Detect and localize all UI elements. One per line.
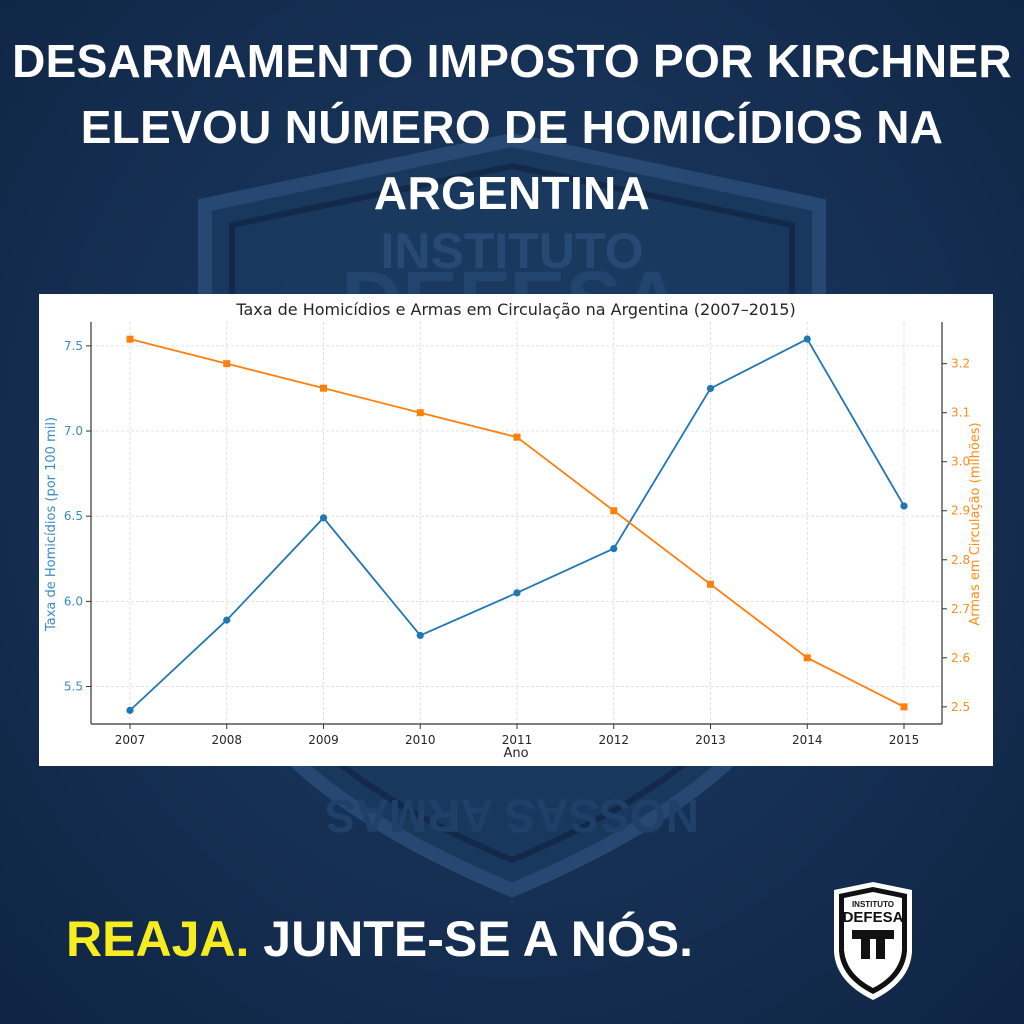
guns-data-point [900,703,908,711]
y-right-tick-label: 2.9 [951,504,970,518]
y-left-tick-label: 7.0 [64,424,83,438]
guns-data-point [126,335,134,343]
x-tick-label: 2012 [598,733,629,747]
homicide-data-point [513,589,521,597]
headline-line-1: DESARMAMENTO IMPOSTO POR KIRCHNER [12,35,1012,87]
y-left-tick-label: 7.5 [64,339,83,353]
y-right-tick-label: 2.7 [951,602,970,616]
cta-text: JUNTE-SE A NÓS. [263,911,693,967]
y-right-tick-label: 3.2 [951,357,970,371]
grid-layer [91,322,942,724]
x-tick-label: 2010 [405,733,436,747]
chart-title: Taxa de Homicídios e Armas em Circulação… [235,300,795,319]
homicide-data-point [223,616,231,624]
homicide-data-point [610,544,618,553]
homicide-guns-chart: 2007 2008 2009 2010 2011 2012 2013 2014 2015 5.5 6… [44,300,983,761]
y-left-tick-label: 6.5 [64,509,83,523]
guns-data-point [416,409,424,417]
x-tick-label: 2015 [889,733,920,747]
call-to-action: REAJA. JUNTE-SE A NÓS. [66,910,693,968]
homicide-data-point [416,631,424,640]
guns-data-point [610,507,618,515]
headline: DESARMAMENTO IMPOSTO POR KIRCHNER ELEVOU… [0,28,1024,226]
homicide-data-point [803,335,811,343]
emblem-top-text: INSTITUTO [381,223,644,279]
cta-accent: REAJA. [66,911,250,967]
y-axis-right-label: Armas em Circulação (milhões) [968,422,983,625]
y-right-tick-label: 2.8 [951,553,970,567]
x-tick-label: 2009 [308,733,339,747]
x-axis-label: Ano [503,746,528,761]
homicide-data-point [319,514,328,522]
axes-layer [86,322,947,729]
guns-data-point [707,580,714,588]
label-layer: 2007 2008 2009 2010 2011 2012 2013 2014 2015 5.5 6… [64,339,970,747]
x-tick-label: 2014 [792,733,823,747]
guns-data-point [223,360,231,368]
y-left-tick-label: 5.5 [64,680,83,694]
x-tick-label: 2008 [211,733,242,747]
chart-card: 2007 2008 2009 2010 2011 2012 2013 2014 2015 5.5 6… [39,294,993,766]
guns-data-point [803,654,811,662]
emblem-bottom-text: NOSSAS ARMAS [325,790,699,842]
y-right-tick-label: 3.0 [951,455,970,469]
headline-line-3: ARGENTINA [373,167,651,219]
y-axis-left-label: Taxa de Homicídios (por 100 mil) [44,417,59,632]
homicide-data-point [900,502,908,510]
y-right-tick-label: 2.6 [951,651,970,665]
y-right-tick-label: 2.5 [951,700,970,714]
guns-data-point [320,384,327,392]
y-right-tick-label: 3.1 [951,406,970,420]
pistols-icon [852,930,894,959]
series-layer [126,335,908,714]
homicide-data-point [126,706,134,714]
x-tick-label: 2011 [502,733,533,747]
homicide-data-point [706,384,715,393]
y-left-tick-label: 6.0 [64,594,83,608]
x-tick-label: 2007 [115,733,146,747]
logo-main-text: DEFESA [843,909,904,926]
headline-line-2: ELEVOU NÚMERO DE HOMICÍDIOS NA [80,101,944,153]
instituto-defesa-logo: INSTITUTO DEFESA [834,882,912,1000]
x-tick-label: 2013 [695,733,726,747]
logo-top-text: INSTITUTO [852,900,894,909]
guns-data-point [513,433,521,441]
